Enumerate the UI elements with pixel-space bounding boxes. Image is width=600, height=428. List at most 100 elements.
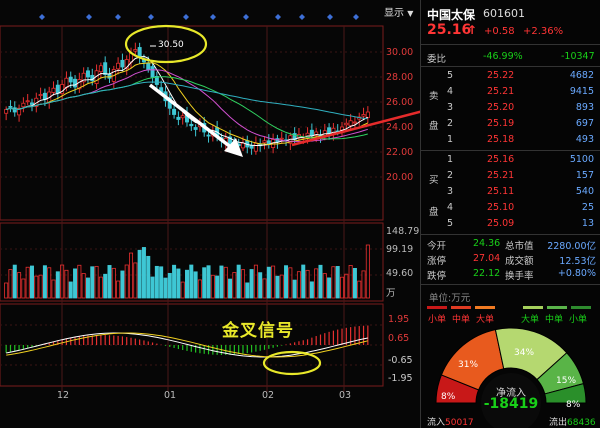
candle-body	[60, 84, 65, 94]
volume-bar	[68, 281, 73, 299]
date-separators	[61, 26, 345, 392]
ask-volume: 893	[575, 102, 594, 113]
volume-bar	[8, 269, 13, 299]
candle-body	[77, 79, 82, 90]
volume-bar	[103, 273, 108, 299]
volume-tick: 49.60	[386, 268, 414, 279]
ask-price[interactable]: 25.21	[487, 86, 515, 97]
volume-bar	[318, 264, 323, 299]
volume-bar	[253, 264, 258, 299]
candle-body	[137, 47, 142, 58]
ask-price[interactable]: 25.20	[487, 102, 515, 113]
volume-bar	[344, 273, 349, 299]
net-inflow-value: -18419	[483, 396, 539, 412]
bid-level: 1	[447, 154, 454, 165]
event-markers[interactable]	[39, 14, 359, 20]
candle-body	[98, 65, 103, 73]
ask-price[interactable]: 25.19	[487, 118, 515, 129]
flow-legend-bars	[427, 306, 595, 309]
candle-body	[8, 106, 13, 108]
candle-body	[327, 127, 332, 134]
macd-histogram[interactable]	[5, 325, 369, 355]
bid-level: 3	[447, 186, 454, 197]
candle-body	[361, 114, 366, 117]
volume-bar	[365, 244, 370, 299]
volume-bar	[327, 277, 332, 299]
volume-tick: 99.19	[386, 244, 414, 255]
macd-tick: -0.65	[388, 355, 413, 366]
candle-body	[21, 102, 26, 108]
ask-level: 1	[447, 134, 454, 145]
candle-body	[150, 66, 155, 78]
volume-bar	[184, 269, 189, 299]
flow-segment	[544, 382, 587, 404]
price-tick: 30.00	[386, 47, 414, 58]
ask-price[interactable]: 25.18	[487, 134, 515, 145]
ask-level: 3	[447, 102, 454, 113]
weibi-label: 委比	[427, 54, 447, 65]
volume-bar	[240, 269, 245, 299]
peak-highlight-circle	[124, 24, 208, 64]
volume-bar	[258, 272, 263, 299]
candle-body	[172, 108, 177, 115]
volume-bar	[38, 274, 43, 299]
volume-bar	[301, 264, 306, 299]
volume-bar	[197, 279, 202, 299]
volume-tick: 148.79	[386, 226, 420, 237]
volume-bar	[34, 275, 39, 299]
money-flow-gauge[interactable]	[421, 318, 600, 428]
volume-bar	[210, 274, 215, 299]
stat-label: 涨停	[427, 256, 447, 267]
chart-panel[interactable]: 显示 ▼ 30.50 30.00 28.00 26.00 24.00 22.00…	[0, 0, 420, 428]
candle-body	[55, 84, 60, 94]
bid-price[interactable]: 25.21	[487, 170, 515, 181]
ask-volume: 697	[575, 118, 594, 129]
candle-body	[193, 127, 198, 130]
volume-bar	[154, 265, 159, 299]
volume-bar	[219, 265, 224, 299]
volume-bar	[51, 279, 56, 299]
volume-bar	[292, 279, 297, 299]
stock-code: 601601	[483, 7, 525, 20]
volume-bar	[271, 265, 276, 299]
candle-body	[73, 78, 78, 88]
bid-volume: 540	[575, 186, 594, 197]
volume-bar	[348, 265, 353, 299]
bid-price[interactable]: 25.10	[487, 202, 515, 213]
volume-bar	[111, 267, 116, 299]
volume-bar	[116, 280, 121, 299]
candle-body	[120, 59, 125, 68]
ask-price[interactable]: 25.22	[487, 70, 515, 81]
kline-chart[interactable]	[0, 0, 420, 428]
volume-bar	[137, 249, 142, 299]
volume-bar	[180, 281, 185, 299]
volume-bar	[296, 271, 301, 299]
volume-bar	[94, 265, 99, 299]
dropdown-triangle-icon: ▼	[407, 9, 414, 18]
volume-bar	[85, 277, 90, 299]
bid-price[interactable]: 25.11	[487, 186, 515, 197]
bid-volume: 13	[581, 218, 594, 229]
ask-volume: 9415	[569, 86, 594, 97]
candle-body	[81, 72, 86, 83]
volume-bar	[172, 264, 177, 299]
date-tick: 03	[339, 390, 352, 401]
volume-bar	[25, 266, 30, 299]
ask-volume: 493	[575, 134, 594, 145]
macd-tick: 0.65	[388, 333, 410, 344]
ma-line	[6, 55, 369, 146]
volume-bar	[228, 278, 233, 299]
weibi-diff: -10347	[561, 51, 595, 62]
candle-body	[279, 137, 284, 140]
bid-price[interactable]: 25.09	[487, 218, 515, 229]
volume-bar	[120, 270, 125, 299]
bid-price[interactable]: 25.16	[487, 154, 515, 165]
volume-bar	[60, 264, 65, 299]
macd-tick: -1.95	[388, 373, 413, 384]
volume-bars[interactable]	[4, 244, 370, 299]
display-menu-button[interactable]: 显示 ▼	[384, 4, 413, 19]
volume-bar	[215, 275, 220, 299]
stock-name: 中国太保	[427, 8, 476, 22]
volume-bar	[146, 255, 151, 299]
